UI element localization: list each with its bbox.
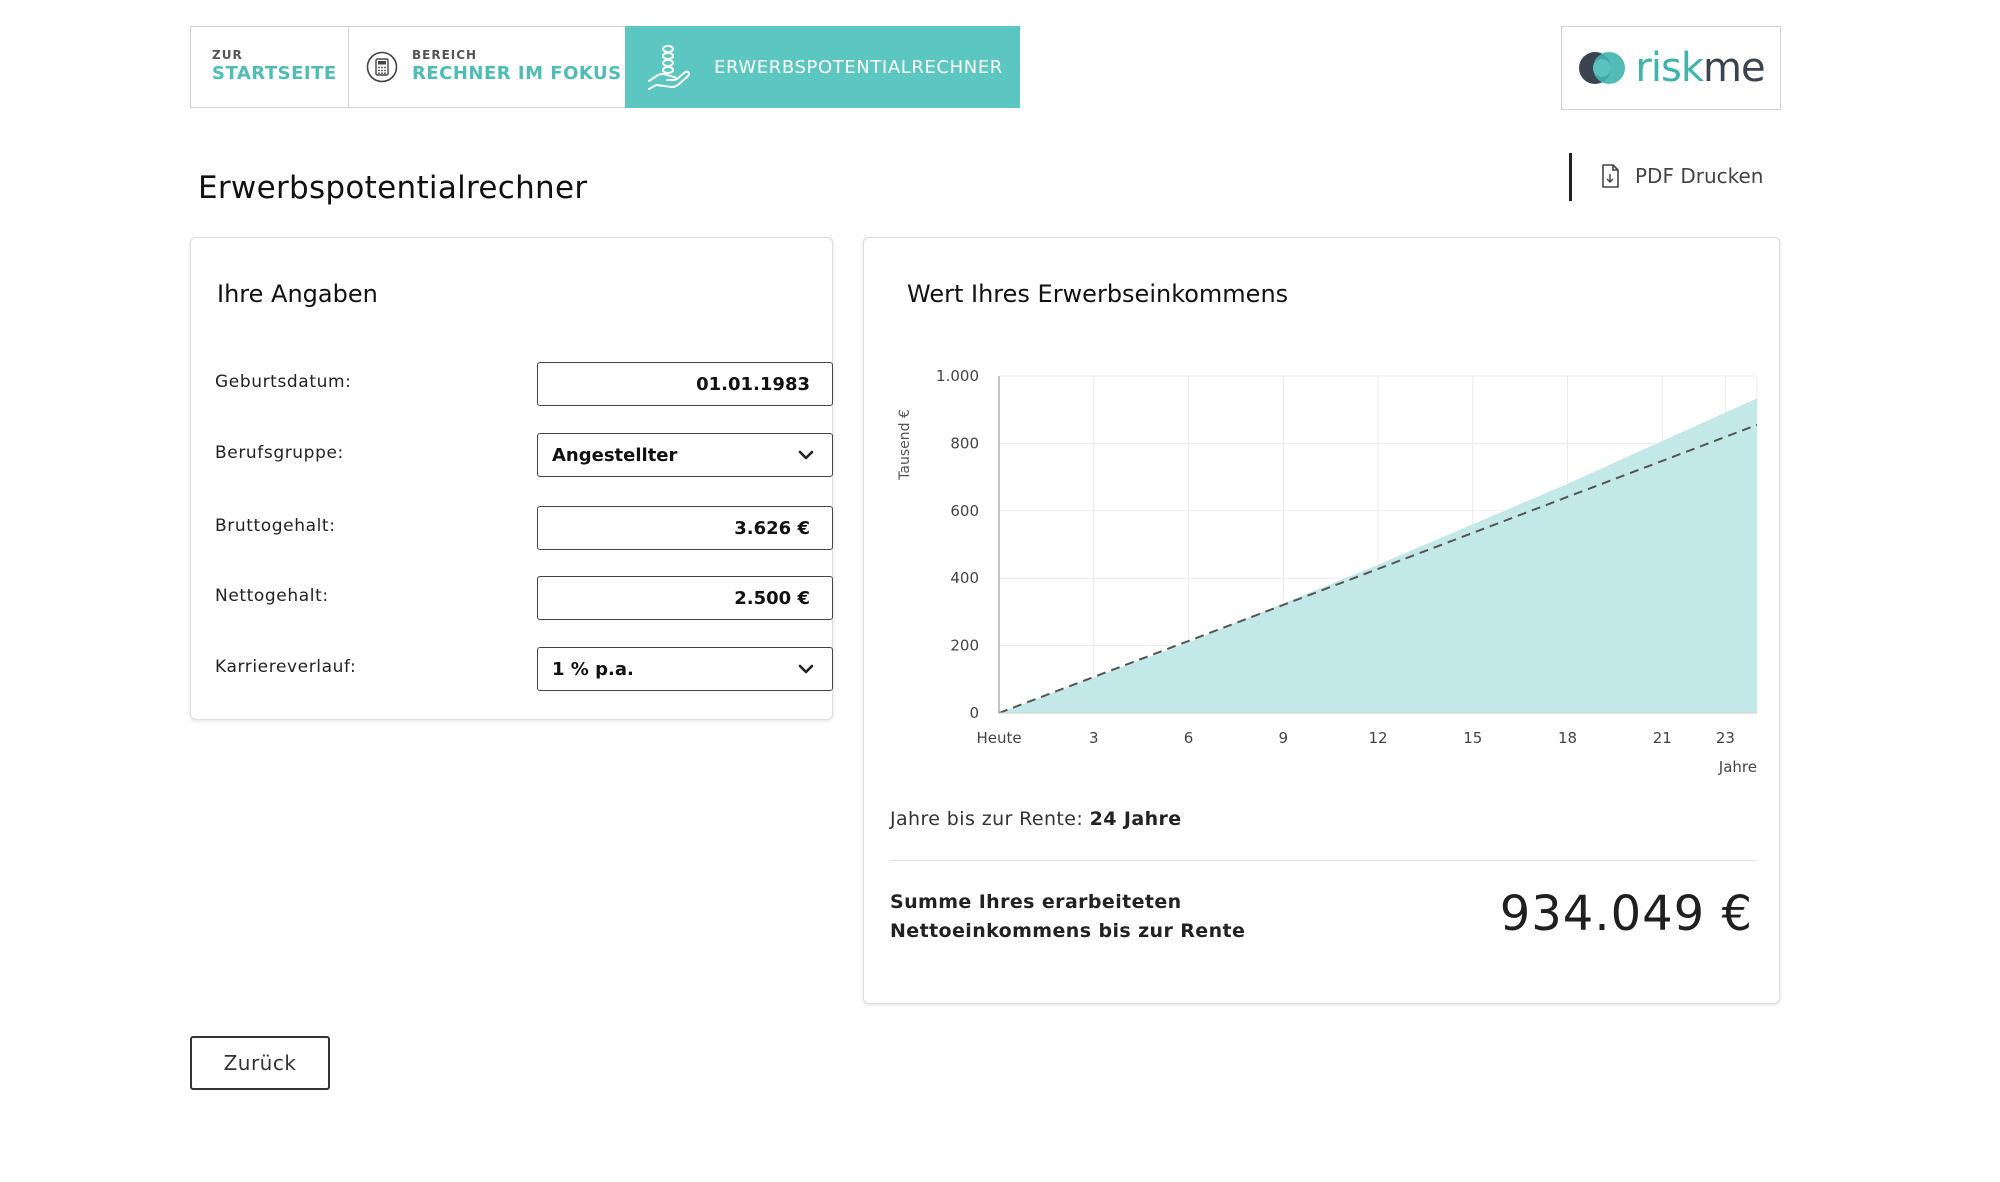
riskine-logo-mark	[1577, 48, 1629, 88]
x-tick-label: 3	[1089, 729, 1099, 747]
back-button[interactable]: Zurück	[190, 1036, 330, 1090]
y-tick-label: 600	[950, 502, 979, 520]
birthdate-value: 01.01.1983	[696, 373, 810, 395]
document-icon	[1599, 163, 1621, 189]
nav-home-small: ZUR	[212, 48, 243, 62]
gross-salary-label: Bruttogehalt:	[215, 516, 336, 536]
career-row: Karriereverlauf: 1 % p.a.	[215, 647, 833, 693]
nav-home-label: STARTSEITE	[212, 63, 337, 84]
area-series	[999, 398, 1757, 713]
x-tick-label: 15	[1463, 729, 1482, 747]
riskine-logo[interactable]: riskme	[1561, 26, 1781, 110]
breadcrumb-nav: ZUR STARTSEITE BEREICH RECHNER IM FOKUS	[190, 26, 1020, 110]
x-tick-label: 9	[1278, 729, 1288, 747]
x-tick-label: 21	[1653, 729, 1672, 747]
profession-value: Angestellter	[552, 444, 678, 466]
net-salary-value: 2.500 €	[734, 587, 810, 609]
career-label: Karriereverlauf:	[215, 657, 357, 677]
gross-salary-field[interactable]: 3.626 €	[537, 506, 833, 550]
gross-salary-value: 3.626 €	[734, 517, 810, 539]
pdf-print-label: PDF Drucken	[1635, 164, 1764, 188]
birthdate-label: Geburtsdatum:	[215, 372, 352, 392]
result-card-title: Wert Ihres Erwerbseinkommens	[907, 280, 1289, 308]
years-to-retirement-label: Jahre bis zur Rente:	[890, 808, 1084, 830]
nav-area-label: RECHNER IM FOKUS	[412, 63, 622, 84]
birthdate-row: Geburtsdatum: 01.01.1983	[215, 362, 833, 408]
x-axis-label: Jahre	[1718, 758, 1757, 776]
dashed-line-series	[998, 423, 1758, 714]
divider	[1569, 153, 1572, 201]
birthdate-field[interactable]: 01.01.1983	[537, 362, 833, 406]
career-value: 1 % p.a.	[552, 658, 634, 680]
y-tick-label: 400	[950, 569, 979, 587]
x-tick-label: 23	[1716, 729, 1735, 747]
nav-home-link[interactable]: ZUR STARTSEITE	[190, 26, 349, 108]
nav-area-link[interactable]: BEREICH RECHNER IM FOKUS	[348, 26, 626, 108]
pdf-print-button[interactable]: PDF Drucken	[1599, 163, 1763, 189]
chevron-down-icon	[798, 450, 814, 460]
x-tick-label: Heute	[976, 729, 1021, 747]
net-salary-row: Nettogehalt: 2.500 €	[215, 576, 833, 622]
nav-current-page[interactable]: ERWERBSPOTENTIALRECHNER	[625, 26, 1020, 108]
page-title: Erwerbspotentialrechner	[198, 170, 588, 206]
x-tick-label: 12	[1368, 729, 1387, 747]
y-tick-label: 0	[969, 704, 979, 722]
profession-row: Berufsgruppe: Angestellter	[215, 433, 833, 479]
career-select[interactable]: 1 % p.a.	[537, 647, 833, 691]
y-tick-label: 1.000	[936, 367, 979, 385]
nav-current-label: ERWERBSPOTENTIALRECHNER	[714, 56, 1003, 78]
profession-label: Berufsgruppe:	[215, 443, 344, 463]
net-salary-label: Nettogehalt:	[215, 586, 329, 606]
riskine-logo-text: riskme	[1635, 45, 1765, 91]
hand-coins-icon	[646, 41, 692, 93]
income-chart: 0 200 400 600 800 1.000 Heute 3 6 9 12 15 18 21 23 Taus…	[897, 367, 1758, 776]
net-salary-field[interactable]: 2.500 €	[537, 576, 833, 620]
years-to-retirement-value: 24 Jahre	[1089, 808, 1182, 830]
x-tick-label: 6	[1184, 729, 1194, 747]
chevron-down-icon	[798, 664, 814, 674]
x-tick-label: 18	[1558, 729, 1577, 747]
years-to-retirement: Jahre bis zur Rente: 24 Jahre	[890, 808, 1182, 830]
y-tick-label: 200	[950, 637, 979, 655]
input-card-title: Ihre Angaben	[217, 280, 378, 308]
y-axis-label: Tausend €	[897, 409, 913, 481]
sum-label: Summe Ihres erarbeiteten Nettoeinkommens…	[890, 891, 1246, 942]
sum-value: 934.049 €	[1499, 886, 1753, 942]
calculator-icon	[366, 51, 398, 83]
profession-select[interactable]: Angestellter	[537, 433, 833, 477]
gross-salary-row: Bruttogehalt: 3.626 €	[215, 506, 833, 552]
result-card: Wert Ihres Erwerbseinkommens 0 200 400 600 8…	[863, 237, 1780, 1004]
input-card: Ihre Angaben Geburtsdatum: 01.01.1983 Be…	[190, 237, 833, 720]
nav-area-small: BEREICH	[412, 48, 478, 62]
y-tick-label: 800	[950, 434, 979, 452]
divider	[890, 860, 1756, 861]
